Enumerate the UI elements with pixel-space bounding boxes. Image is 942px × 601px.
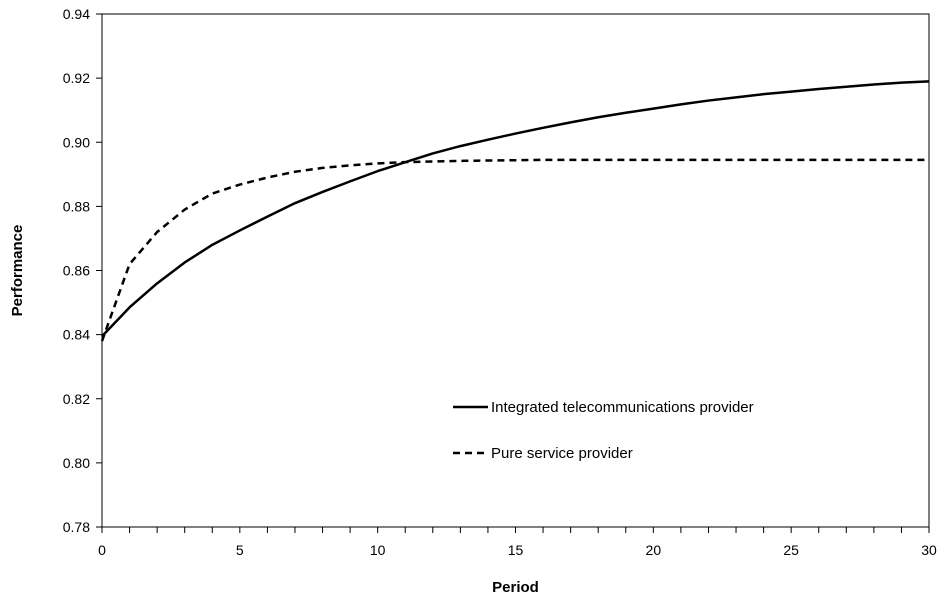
x-axis-title: Period — [492, 579, 539, 596]
legend: Integrated telecommunications provider Pu… — [453, 399, 754, 462]
y-tick-label: 0.82 — [63, 391, 90, 407]
plot-area — [101, 13, 930, 528]
y-tick-label: 0.78 — [63, 519, 90, 535]
y-tick-label: 0.86 — [63, 263, 90, 279]
y-tick-label: 0.84 — [63, 327, 90, 343]
x-tick-label: 15 — [508, 542, 524, 558]
x-tick-label: 5 — [236, 542, 244, 558]
y-tick-label: 0.80 — [63, 455, 90, 471]
y-tick-label: 0.88 — [63, 198, 90, 214]
series-line-2 — [100, 158, 929, 342]
x-tick-label: 25 — [783, 542, 799, 558]
y-tick-label: 0.94 — [63, 6, 90, 22]
x-tick-label: 10 — [370, 542, 386, 558]
y-tick-label: 0.90 — [63, 134, 90, 150]
x-tick-label: 30 — [921, 542, 937, 558]
series-line-1 — [101, 80, 930, 338]
series-lines — [100, 80, 930, 342]
y-axis-ticks: 0.78 0.80 0.82 0.84 0.86 0.88 0.90 0.92 0.94 — [63, 6, 102, 535]
x-axis-ticks: 0 5 10 15 20 25 30 — [98, 527, 937, 558]
legend-label-1: Integrated telecommunications provider — [491, 399, 754, 416]
legend-label-2: Pure service provider — [491, 445, 633, 462]
x-tick-label: 0 — [98, 542, 106, 558]
y-tick-label: 0.92 — [63, 70, 90, 86]
x-tick-label: 20 — [646, 542, 662, 558]
y-axis-title: Performance — [9, 225, 26, 317]
